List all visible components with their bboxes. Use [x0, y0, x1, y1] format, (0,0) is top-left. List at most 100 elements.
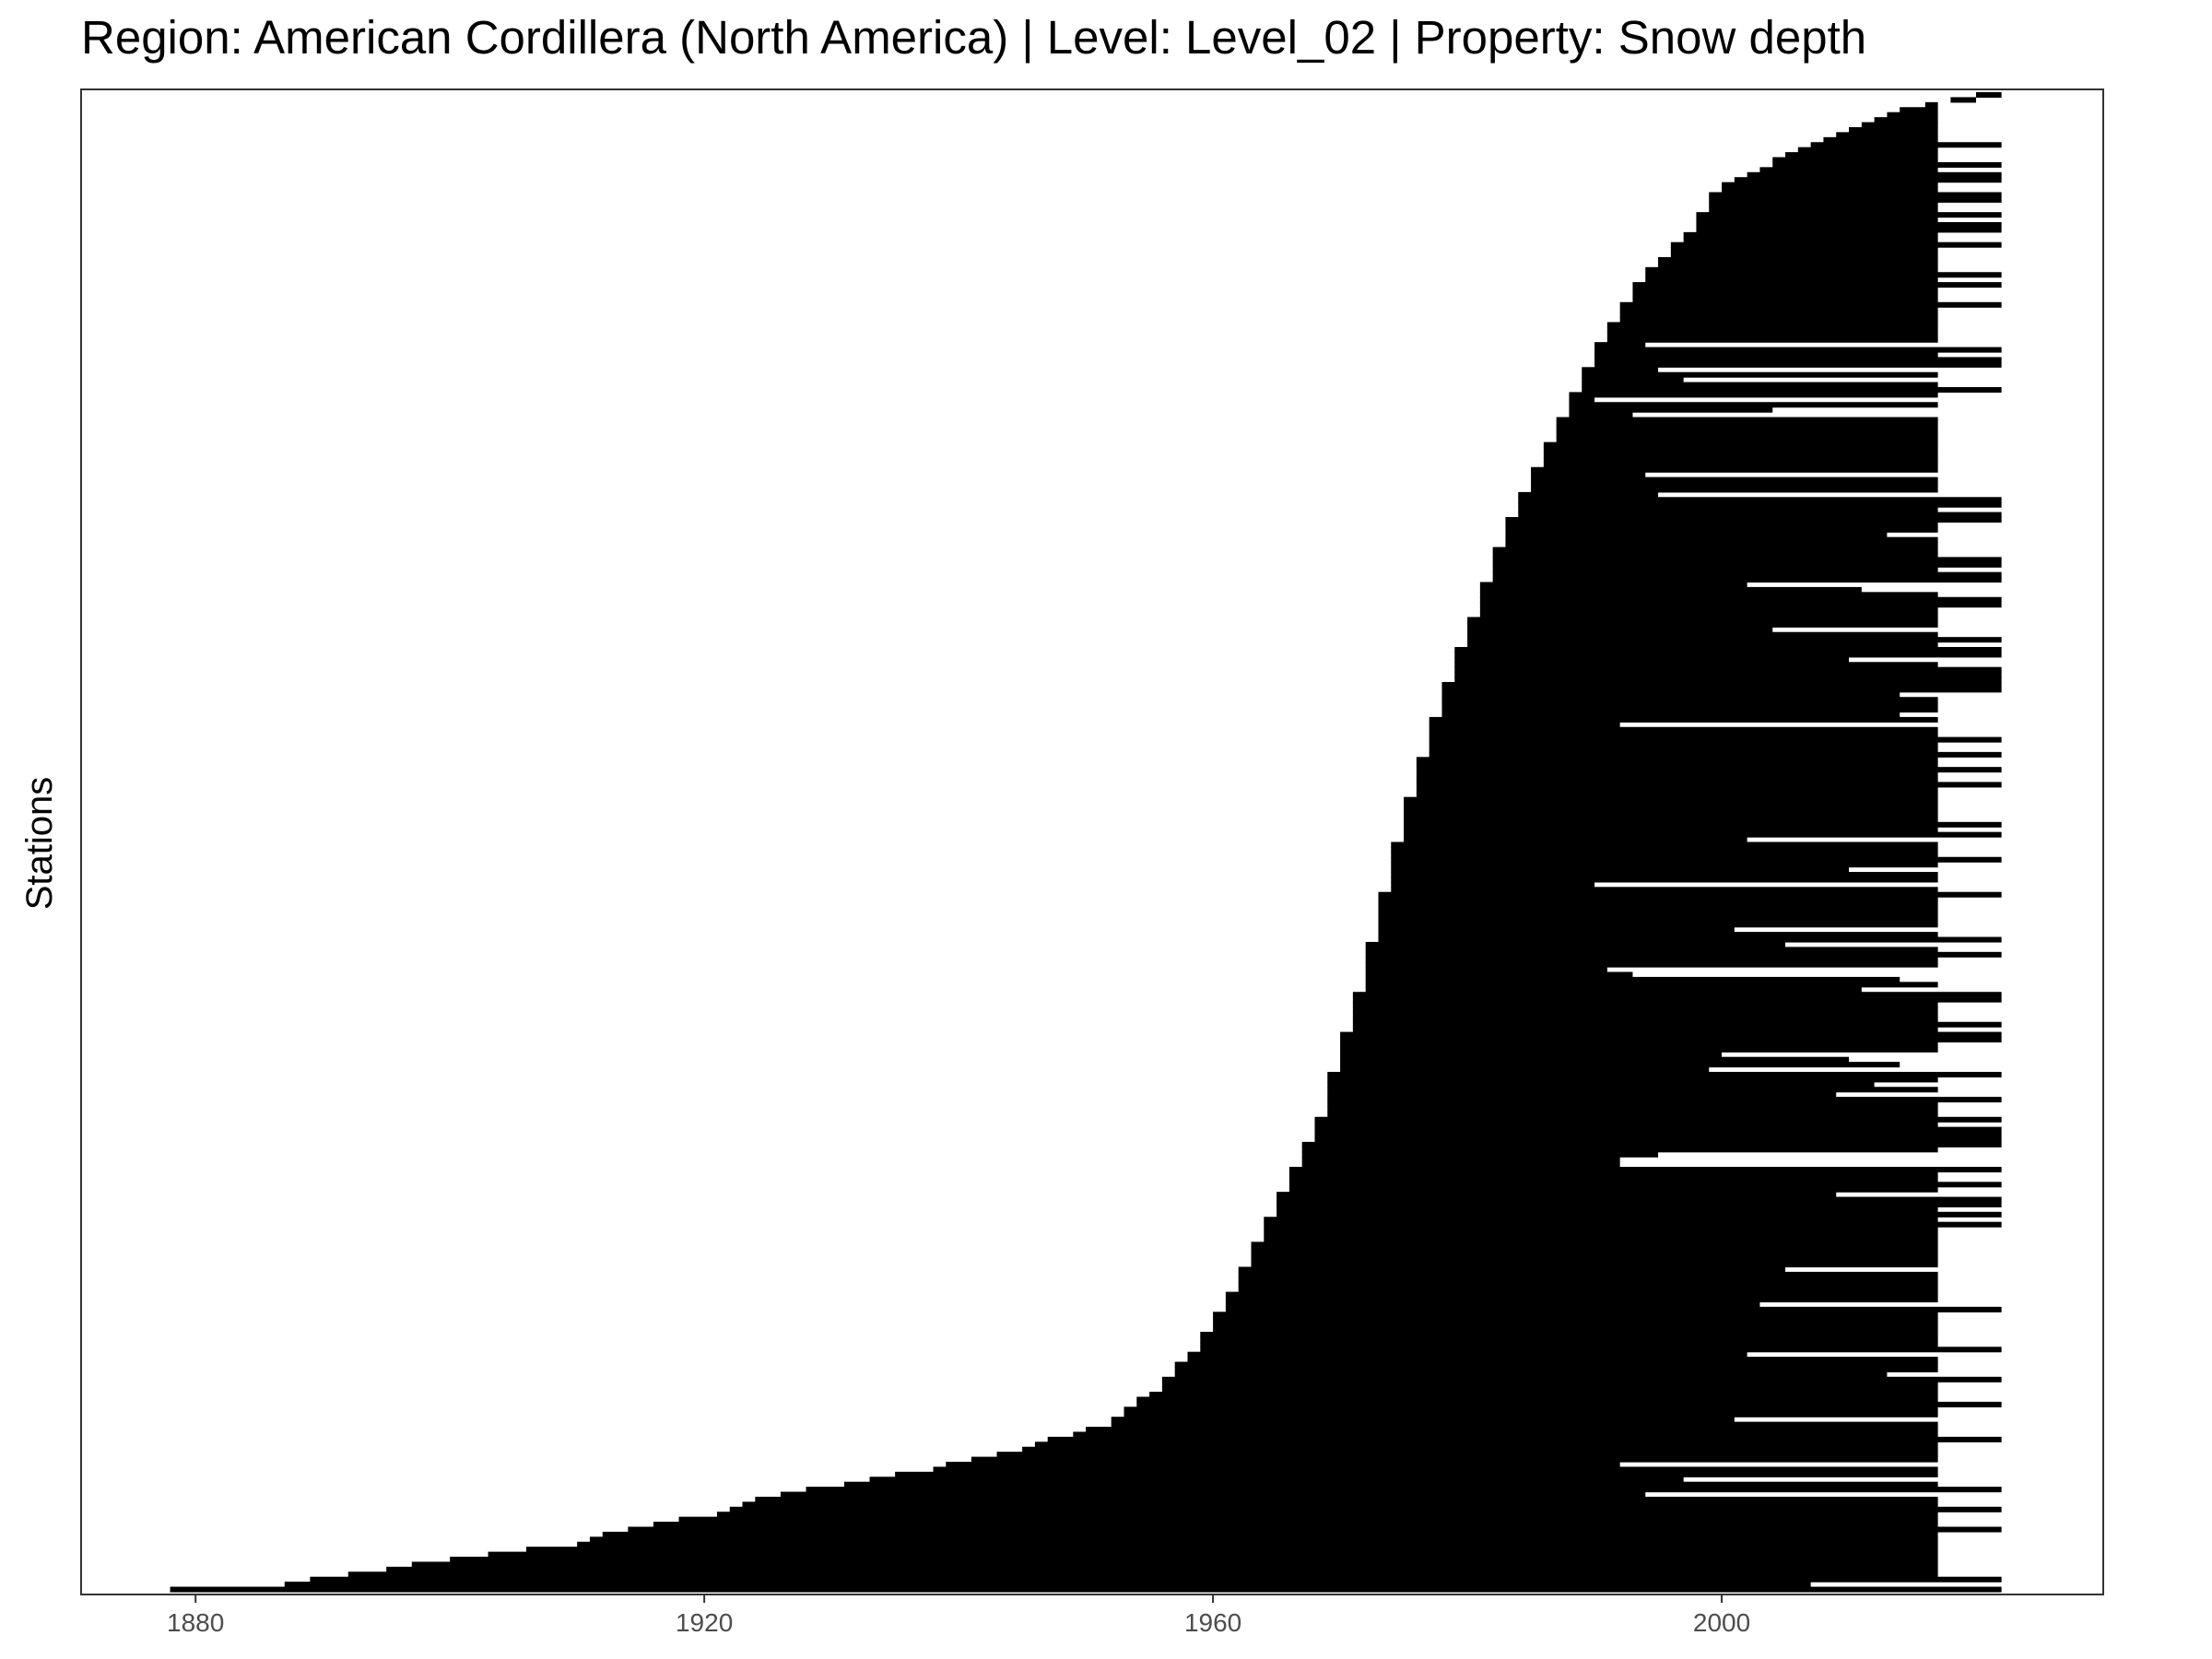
station-bar: [1441, 687, 2002, 693]
station-bar: [1836, 132, 1938, 138]
station-bar: [602, 1531, 1938, 1537]
station-bar: [1467, 621, 1938, 628]
station-bar: [1404, 837, 1747, 843]
station-bar: [1606, 336, 1938, 343]
station-bar: [729, 1506, 2002, 1512]
station-bar: [1518, 497, 2002, 503]
station-bar: [1556, 427, 1938, 433]
station-bar: [1556, 421, 1938, 428]
station-bar: [1314, 1126, 2002, 1133]
station-bar: [1111, 1421, 1938, 1428]
station-bar: [1467, 631, 1938, 638]
station-bar: [1759, 167, 1938, 173]
station-bar: [1327, 1087, 1938, 1093]
station-bar: [1327, 1071, 2002, 1077]
station-bar: [1352, 996, 2002, 1003]
station-bar: [1441, 691, 1900, 698]
station-bar: [1314, 1122, 1938, 1128]
station-bar: [1111, 1417, 1735, 1423]
station-bar: [1505, 516, 2002, 524]
station-bar: [1174, 1371, 1888, 1378]
station-bar: [1429, 726, 1938, 733]
station-bar: [1264, 1236, 1938, 1242]
station-bar: [1479, 592, 1938, 598]
x-tick-label: 1880: [167, 1608, 224, 1637]
station-bar: [1556, 417, 1938, 423]
station-bar: [1352, 1017, 1938, 1023]
station-bar: [1391, 877, 1938, 883]
station-bar: [1429, 751, 2002, 758]
station-bar: [1467, 617, 1938, 623]
station-bar: [1810, 142, 2002, 148]
station-bar: [1594, 361, 2002, 368]
station-bar: [1378, 916, 1938, 923]
station-bar: [1277, 1201, 2002, 1208]
station-bar: [1531, 482, 1938, 488]
station-bar: [1365, 982, 1938, 988]
station-bar: [1492, 567, 1938, 573]
station-bar: [1454, 646, 2002, 653]
station-bar: [1531, 477, 1938, 483]
station-bar: [1734, 177, 2002, 183]
station-bar: [1543, 447, 1938, 453]
station-bar: [1378, 897, 1938, 903]
station-bar: [1200, 1331, 1938, 1338]
station-bar: [1200, 1347, 2002, 1353]
station-bar: [1288, 1176, 1938, 1182]
station-bar: [1314, 1136, 2002, 1143]
station-bar: [1416, 782, 2002, 788]
station-bar: [1340, 1041, 1938, 1048]
station-bar: [1327, 1091, 1837, 1098]
station-bar: [1569, 412, 1633, 418]
station-bar: [1645, 272, 2002, 278]
station-bar: [1161, 1376, 2002, 1382]
station-bar: [1849, 126, 1938, 133]
station-bar: [1340, 1066, 1710, 1073]
station-bar: [895, 1471, 1938, 1477]
station-bar: [1861, 122, 1938, 128]
station-bar: [971, 1456, 1938, 1463]
station-bar: [1225, 1301, 1760, 1308]
station-bar: [1582, 377, 1684, 383]
station-bar: [1264, 1217, 1938, 1223]
station-bar: [1594, 357, 2002, 363]
station-bar: [1454, 652, 2002, 658]
station-bar: [1391, 841, 1938, 848]
station-bar: [1174, 1366, 1938, 1372]
station-bar: [1136, 1396, 1938, 1403]
station-bar: [525, 1547, 1938, 1553]
station-bar: [1073, 1431, 1938, 1438]
station-bar: [1441, 681, 2002, 688]
station-bar: [1582, 382, 1938, 388]
station-bar: [1632, 297, 1938, 303]
station-bar: [1569, 396, 1595, 403]
station-bar: [1492, 571, 2002, 578]
station-bar: [1314, 1132, 2002, 1138]
station-bar: [1696, 227, 2002, 233]
station-bar: [1696, 212, 2002, 218]
station-bar: [1047, 1436, 2002, 1442]
station-bar: [1492, 551, 1938, 558]
station-bar: [1365, 976, 1900, 982]
station-bar: [1518, 491, 1659, 498]
station-bar: [347, 1571, 1938, 1578]
station-bar: [933, 1466, 1938, 1473]
station-bar: [1251, 1262, 1938, 1268]
station-bar: [1378, 891, 2002, 898]
station-bar: [1531, 487, 1938, 493]
station-bar: [1404, 802, 1938, 808]
station-bar: [1887, 112, 1938, 118]
station-bar: [1238, 1277, 1938, 1283]
station-bar: [1606, 326, 1938, 333]
station-bar: [1505, 536, 1938, 543]
station-bar: [1619, 301, 2002, 308]
station-bar: [1365, 947, 1938, 953]
station-bar: [1149, 1392, 1938, 1398]
station-bar: [1378, 901, 1938, 908]
station-bar: [755, 1496, 1938, 1502]
station-bar: [1467, 637, 2002, 643]
station-bar: [1670, 252, 1938, 258]
station-bar: [1531, 466, 1938, 473]
station-bar: [1467, 627, 1773, 633]
station-bar: [1378, 936, 2002, 943]
